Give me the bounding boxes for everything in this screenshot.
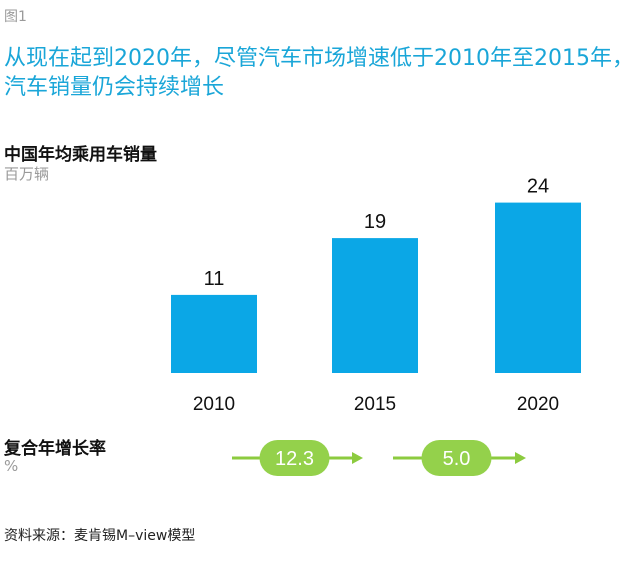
- x-tick-label-2015: 2015: [354, 394, 396, 415]
- data-label-2020: 24: [527, 176, 549, 198]
- cagr-title: 复合年增长率: [4, 439, 106, 459]
- cagr-arrow-head: [352, 452, 363, 464]
- cagr-arrow-head: [515, 452, 526, 464]
- cagr-value-label: 5.0: [443, 448, 471, 470]
- figure-label: 图1: [4, 9, 27, 25]
- bar-2020: [495, 202, 581, 373]
- bar-2015: [332, 238, 418, 373]
- chart-title: 中国年均乘用车销量: [4, 145, 157, 165]
- cagr-bubble: [421, 440, 492, 476]
- cagr-value-label: 12.3: [275, 448, 314, 470]
- headline: 从现在起到2020年，尽管汽车市场增速低于2010年至2015年，汽车销量仍会持…: [4, 46, 634, 100]
- cagr-unit: %: [4, 457, 19, 475]
- chart-unit: 百万辆: [4, 165, 50, 183]
- x-tick-label-2020: 2020: [517, 394, 559, 415]
- data-label-2010: 11: [204, 268, 225, 290]
- x-tick-label-2010: 2010: [193, 394, 235, 415]
- cagr-bubble: [259, 440, 330, 476]
- source-note: 资料来源：麦肯锡M–view模型: [4, 528, 196, 544]
- bar-2010: [171, 294, 257, 373]
- data-label-2015: 19: [364, 211, 386, 233]
